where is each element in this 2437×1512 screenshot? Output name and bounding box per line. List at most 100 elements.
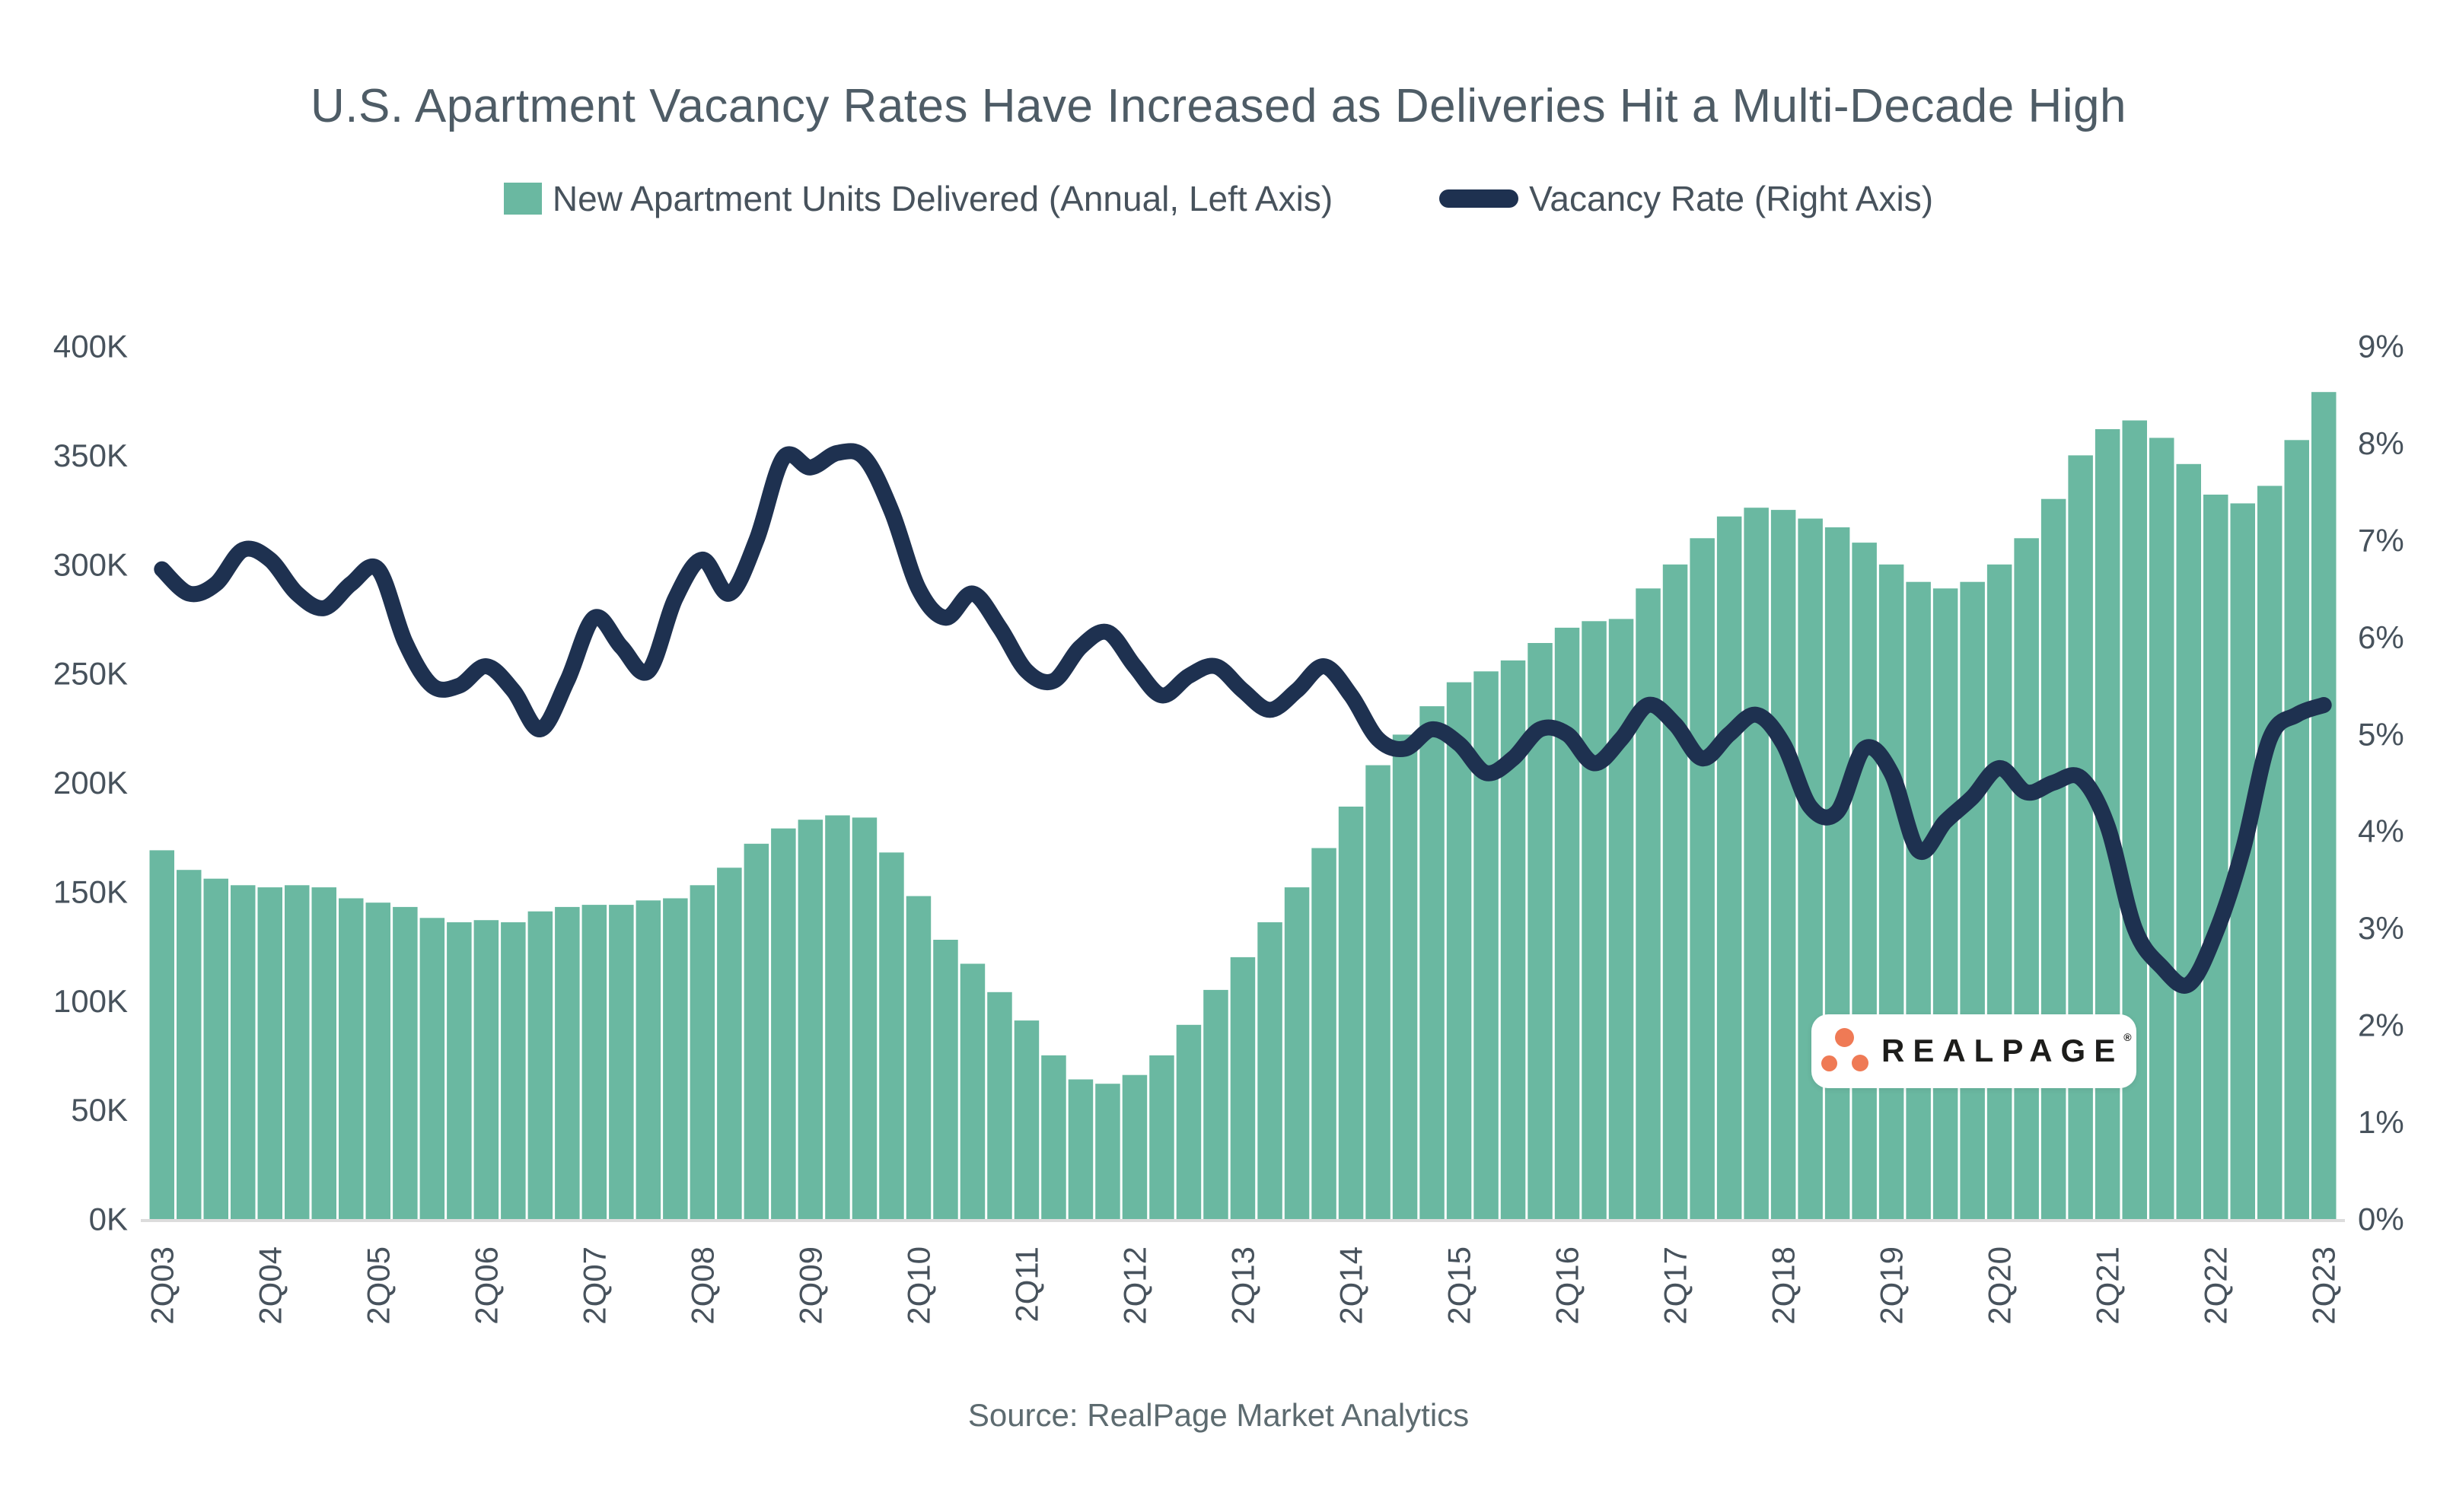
delivery-bar	[717, 867, 742, 1219]
page-title: U.S. Apartment Vacancy Rates Have Increa…	[310, 80, 2127, 132]
delivery-bar	[906, 896, 932, 1219]
delivery-bar	[1798, 518, 1823, 1219]
delivery-bar	[1041, 1055, 1066, 1219]
delivery-bar	[2311, 392, 2337, 1220]
realpage-logo-dot-icon	[1852, 1055, 1868, 1071]
x-axis-tick-label: 2Q17	[1658, 1246, 1693, 1325]
delivery-bar	[2203, 495, 2228, 1219]
delivery-bar	[2176, 463, 2201, 1219]
delivery-bar	[771, 828, 796, 1219]
legend-item-deliveries: New Apartment Units Delivered (Annual, L…	[503, 178, 1333, 219]
delivery-bar	[1176, 1024, 1202, 1219]
right-axis-tick-label: 7%	[2358, 522, 2404, 558]
delivery-bar	[744, 843, 769, 1219]
x-axis-tick-label: 2Q11	[1008, 1246, 1044, 1323]
delivery-bar	[1878, 564, 1904, 1220]
delivery-bar	[419, 918, 445, 1219]
delivery-bar	[1014, 1020, 1040, 1219]
delivery-bar	[825, 815, 850, 1219]
delivery-bar	[1122, 1074, 1148, 1219]
delivery-bar	[1932, 588, 1958, 1219]
delivery-bar	[1636, 588, 1661, 1219]
x-axis-tick-label: 2Q06	[468, 1246, 504, 1325]
delivery-bar	[933, 940, 958, 1219]
legend-label-vacancy: Vacancy Rate (Right Axis)	[1529, 179, 1934, 218]
delivery-bar	[1906, 581, 1931, 1219]
left-axis-tick-label: 100K	[53, 983, 128, 1019]
x-axis-tick-label: 2Q15	[1441, 1246, 1477, 1325]
delivery-bar	[1608, 619, 1634, 1219]
left-axis-tick-label: 400K	[53, 329, 128, 364]
delivery-bar	[879, 852, 904, 1219]
delivery-bar	[2284, 440, 2309, 1219]
delivery-bar	[555, 906, 580, 1219]
right-axis-tick-label: 4%	[2358, 813, 2404, 849]
delivery-bar	[1311, 848, 1336, 1219]
delivery-bar	[1824, 527, 1850, 1219]
delivery-bar	[365, 902, 390, 1219]
delivery-bar	[2014, 538, 2039, 1219]
x-axis-tick-label: 2Q05	[360, 1246, 396, 1325]
delivery-bar	[987, 992, 1012, 1219]
delivery-bar	[960, 963, 986, 1219]
delivery-bar	[1338, 807, 1364, 1219]
delivery-bar	[2257, 485, 2282, 1219]
x-axis-tick-label: 2Q18	[1766, 1246, 1801, 1325]
source-credit: Source: RealPage Market Analytics	[967, 1397, 1470, 1433]
left-axis-tick-label: 350K	[53, 438, 128, 473]
delivery-bar	[1554, 627, 1580, 1219]
delivery-bar	[1662, 564, 1688, 1220]
delivery-bar	[2040, 498, 2066, 1219]
delivery-bar	[177, 870, 202, 1219]
legend-item-vacancy: Vacancy Rate (Right Axis)	[1439, 178, 1933, 219]
right-axis-tick-label: 3%	[2358, 910, 2404, 946]
delivery-bar	[473, 920, 499, 1219]
x-axis-tick-label: 2Q04	[252, 1246, 288, 1325]
realpage-logo-text: REALPAGE®	[1881, 1031, 2132, 1068]
realpage-logo-dot-icon	[1821, 1055, 1837, 1071]
delivery-bar	[203, 878, 228, 1219]
delivery-bar	[1284, 887, 1310, 1219]
delivery-bar	[1149, 1055, 1174, 1219]
delivery-bar	[1582, 621, 1607, 1219]
legend: New Apartment Units Delivered (Annual, L…	[0, 178, 2437, 219]
legend-label-deliveries: New Apartment Units Delivered (Annual, L…	[552, 179, 1333, 218]
delivery-bar	[2122, 420, 2147, 1219]
right-axis-tick-label: 0%	[2358, 1202, 2404, 1237]
delivery-bar	[1203, 989, 1228, 1219]
right-axis-tick-label: 8%	[2358, 425, 2404, 461]
delivery-bar	[798, 820, 823, 1219]
left-axis-tick-label: 250K	[53, 656, 128, 692]
delivery-bar	[2068, 455, 2093, 1219]
x-axis-tick-label: 2Q16	[1550, 1246, 1585, 1325]
left-axis-tick-label: 300K	[53, 546, 128, 582]
x-axis-tick-label: 2Q03	[144, 1246, 180, 1325]
left-axis-tick-label: 150K	[53, 874, 128, 909]
delivery-bar	[852, 817, 878, 1219]
delivery-bar	[339, 898, 364, 1219]
x-axis-tick-label: 2Q08	[684, 1246, 720, 1325]
delivery-bar	[393, 906, 418, 1219]
x-axis-tick-label: 2Q21	[2090, 1246, 2126, 1325]
delivery-bar	[609, 905, 634, 1219]
x-axis-tick-label: 2Q22	[2198, 1246, 2234, 1325]
x-axis-tick-label: 2Q14	[1333, 1246, 1369, 1325]
x-axis-tick-label: 2Q20	[1982, 1246, 2018, 1325]
delivery-bar	[1690, 538, 1715, 1219]
realpage-logo: REALPAGE®	[1811, 1014, 2136, 1088]
right-axis-tick-label: 9%	[2358, 329, 2404, 364]
delivery-bar	[527, 911, 553, 1219]
x-axis-tick-label: 2Q23	[2306, 1246, 2342, 1325]
right-axis-tick-label: 2%	[2358, 1007, 2404, 1043]
delivery-bar	[1770, 510, 1796, 1219]
delivery-bar	[690, 885, 715, 1219]
left-axis-tick-label: 0K	[89, 1202, 128, 1237]
delivery-bar	[285, 885, 310, 1219]
delivery-bar	[1960, 581, 1985, 1219]
delivery-bar	[1419, 706, 1445, 1219]
right-axis-tick-label: 5%	[2358, 716, 2404, 752]
right-axis-tick-label: 1%	[2358, 1104, 2404, 1140]
delivery-bar	[257, 887, 282, 1219]
x-axis-tick-label: 2Q19	[1874, 1246, 1910, 1325]
